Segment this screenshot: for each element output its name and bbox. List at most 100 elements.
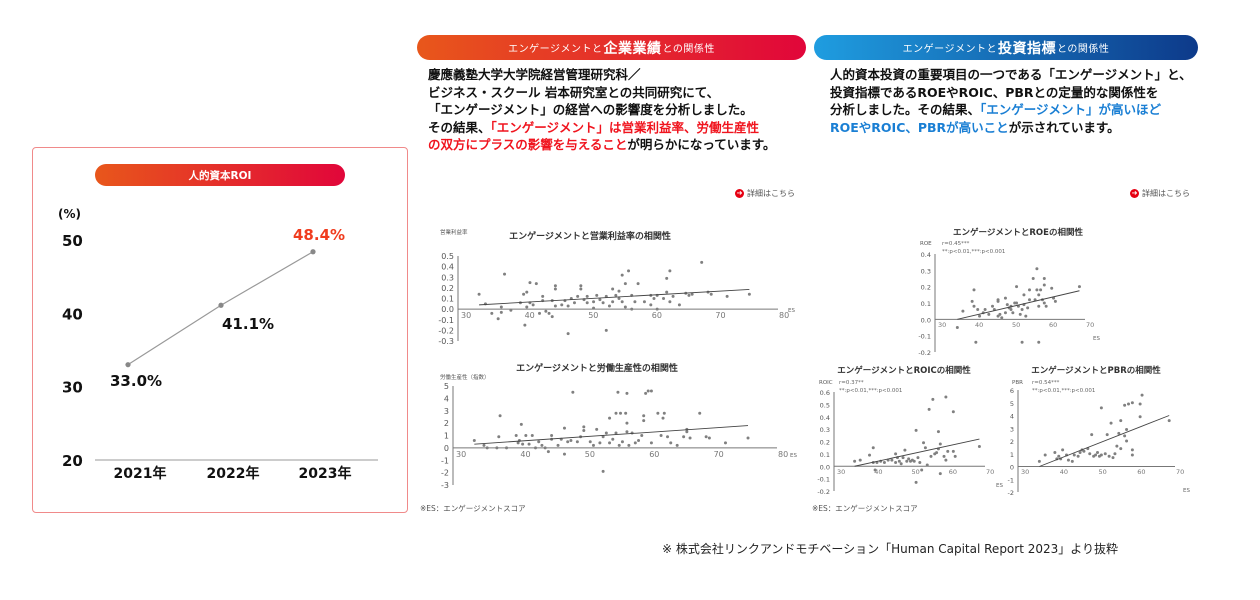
scatter-point bbox=[1037, 340, 1041, 344]
scatter-point bbox=[1000, 316, 1004, 320]
scatter-point bbox=[572, 301, 576, 305]
scatter-y-tick: -2 bbox=[1008, 489, 1014, 497]
scatter-point bbox=[579, 284, 583, 288]
scatter-y-tick: 0.3 bbox=[921, 267, 931, 275]
roi-y-tick: 40 bbox=[62, 305, 83, 323]
scatter-point bbox=[505, 446, 509, 450]
scatter-point bbox=[1003, 311, 1007, 315]
scatter-point bbox=[1072, 453, 1076, 457]
scatter-point bbox=[970, 299, 974, 303]
scatter-point bbox=[640, 434, 644, 437]
scatter-point bbox=[936, 430, 940, 434]
scatter-y-tick: 0.4 bbox=[820, 414, 830, 422]
scatter-point bbox=[566, 440, 570, 444]
scatter-point bbox=[1099, 406, 1103, 410]
scatter-y-tick: 0.2 bbox=[921, 284, 931, 292]
scatter-point bbox=[1011, 311, 1015, 315]
scatter-point bbox=[1138, 402, 1142, 406]
scatter-point bbox=[534, 282, 538, 286]
scatter-y-tick: 0.3 bbox=[820, 426, 830, 434]
scatter-point bbox=[977, 444, 981, 448]
performance-line-2: ビジネス・スクール 岩本研究室との共同研究にて、 bbox=[428, 84, 720, 100]
arrow-right-circle-icon: ➜ bbox=[1130, 189, 1139, 198]
scatter-point bbox=[592, 306, 596, 310]
investment-more-link[interactable]: ➜ 詳細はこちら bbox=[1130, 188, 1190, 199]
scatter-y-tick: 0 bbox=[444, 444, 449, 453]
scatter-point bbox=[591, 443, 595, 447]
scatter-point bbox=[656, 411, 660, 415]
scatter-y-tick: 5 bbox=[1010, 400, 1014, 408]
scatter-point bbox=[537, 440, 541, 444]
scatter-point bbox=[1109, 421, 1113, 425]
scatter-point bbox=[1130, 401, 1134, 405]
scatter-point bbox=[1167, 419, 1171, 423]
scatter-point bbox=[649, 441, 653, 445]
scatter-x-label: ES bbox=[996, 483, 1003, 489]
scatter-point bbox=[688, 436, 692, 440]
scatter-point bbox=[617, 443, 621, 447]
scatter-point bbox=[625, 430, 629, 434]
scatter-point bbox=[675, 443, 679, 447]
scatter-point bbox=[1119, 419, 1123, 423]
scatter-x-tick: 50 bbox=[1012, 321, 1020, 329]
scatter-x-tick: 50 bbox=[1099, 468, 1107, 476]
scatter-point bbox=[546, 450, 550, 454]
scatter-x-tick: 60 bbox=[652, 311, 662, 320]
scatter-point bbox=[1042, 301, 1046, 305]
scatter-point bbox=[659, 434, 663, 437]
scatter-y-tick: -0.2 bbox=[817, 488, 830, 496]
scatter-point bbox=[540, 443, 544, 447]
scatter-point bbox=[649, 303, 653, 307]
scatter-annotation: r=0.37** bbox=[839, 380, 864, 386]
scatter-point bbox=[633, 441, 637, 445]
scatter-y-tick: 4 bbox=[1010, 413, 1014, 421]
scatter-point bbox=[978, 314, 982, 318]
scatter-point bbox=[516, 441, 520, 445]
scatter-point bbox=[955, 326, 959, 329]
scatter-point bbox=[541, 294, 545, 298]
scatter-point bbox=[1035, 288, 1039, 292]
scatter-point bbox=[1096, 450, 1099, 454]
scatter-point bbox=[1127, 402, 1130, 406]
scatter-point bbox=[1076, 454, 1080, 458]
scatter-x-tick: 70 bbox=[1176, 468, 1184, 476]
scatter-point bbox=[899, 462, 903, 466]
scatter-point bbox=[576, 294, 580, 298]
scatter-point bbox=[1119, 447, 1123, 451]
scatter-point bbox=[566, 332, 570, 336]
scatter-y-tick: 0.5 bbox=[441, 252, 454, 261]
scatter-point bbox=[582, 425, 586, 429]
performance-line-3: 「エンゲージメント」の経営への影響度を分析しました。 bbox=[428, 102, 753, 117]
scatter-point bbox=[1140, 393, 1144, 397]
scatter-point bbox=[914, 428, 918, 432]
scatter-point bbox=[1082, 449, 1086, 453]
scatter-point bbox=[920, 468, 924, 472]
scatter-y-tick: 0.6 bbox=[820, 389, 830, 397]
scatter-point bbox=[1020, 340, 1024, 344]
scatter-point bbox=[853, 459, 857, 463]
scatter-point bbox=[625, 391, 629, 395]
scatter-point bbox=[725, 294, 729, 298]
scatter-x-tick: 40 bbox=[520, 450, 530, 459]
roi-data-label: 48.4% bbox=[293, 226, 345, 244]
roi-point bbox=[310, 249, 316, 255]
scatter-y-tick: -0.1 bbox=[918, 333, 931, 341]
scatter-y-tick: -0.1 bbox=[817, 476, 830, 484]
scatter-point bbox=[620, 440, 624, 444]
investment-description: 人的資本投資の重要項目の一つである「エンゲージメント」と、 投資指標であるROE… bbox=[830, 66, 1192, 136]
scatter-point bbox=[894, 461, 898, 465]
scatter-point bbox=[983, 308, 987, 312]
scatter-point bbox=[1028, 298, 1031, 302]
roi-line bbox=[127, 251, 314, 366]
investment-line-2: 投資指標であるROEやROIC、PBRとの定量的な関係性を bbox=[830, 84, 1159, 100]
scatter-point bbox=[525, 305, 529, 309]
scatter-point bbox=[1031, 277, 1035, 280]
performance-more-link[interactable]: ➜ 詳細はこちら bbox=[735, 188, 795, 199]
scatter-x-tick: 30 bbox=[1021, 468, 1029, 476]
scatter-point bbox=[499, 310, 503, 314]
scatter-point bbox=[1125, 428, 1129, 432]
scatter-y-tick: 0 bbox=[1010, 464, 1014, 472]
scatter-point bbox=[652, 297, 656, 300]
scatter-x-tick: 40 bbox=[975, 321, 983, 329]
scatter-y-tick: -0.1 bbox=[438, 316, 454, 325]
